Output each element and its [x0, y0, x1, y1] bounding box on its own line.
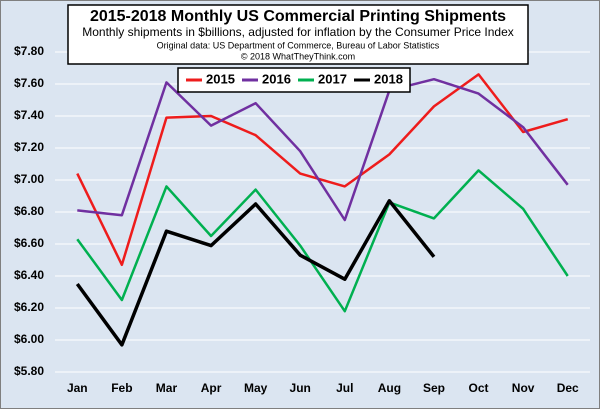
- source: Original data: US Department of Commerce…: [157, 40, 440, 50]
- y-tick-label: $7.40: [14, 108, 44, 122]
- x-tick-label: Nov: [512, 381, 535, 395]
- series-line: [76, 73, 569, 267]
- y-tick-label: $6.00: [14, 332, 44, 346]
- x-tick-label: Sep: [423, 381, 445, 395]
- title-box: [67, 4, 529, 65]
- y-tick-label: $7.00: [14, 172, 44, 186]
- chart-title: 2015-2018 Monthly US Commercial Printing…: [90, 8, 506, 25]
- x-tick-label: Jun: [290, 381, 311, 395]
- x-tick-label: Dec: [557, 381, 579, 395]
- legend-label: 2017: [318, 71, 347, 86]
- copyright: © 2018 WhatTheyThink.com: [241, 51, 355, 61]
- y-tick-label: $5.80: [14, 364, 44, 378]
- x-tick-label: Oct: [469, 381, 489, 395]
- legend-label: 2015: [206, 71, 235, 86]
- legend-label: 2018: [374, 71, 403, 86]
- x-tick-label: Jul: [336, 381, 353, 395]
- x-tick-label: Aug: [378, 381, 401, 395]
- x-tick-label: Feb: [111, 381, 132, 395]
- series-line: [77, 77, 569, 222]
- legend-label: 2016: [262, 71, 291, 86]
- y-tick-label: $7.20: [14, 140, 44, 154]
- plot: [75, 73, 569, 347]
- x-tick-label: May: [244, 381, 268, 395]
- series-line: [75, 199, 436, 347]
- y-tick-label: $7.60: [14, 76, 44, 90]
- y-tick-label: $6.60: [14, 236, 44, 250]
- y-tick-label: $6.20: [14, 300, 44, 314]
- legend-items: 2015 2016 2017 2018: [186, 71, 403, 86]
- y-tick-label: $7.80: [14, 44, 44, 58]
- x-tick-label: Jan: [67, 381, 88, 395]
- y-tick-label: $6.40: [14, 268, 44, 282]
- x-tick-label: Apr: [201, 381, 222, 395]
- series-line: [76, 169, 569, 313]
- x-tick-label: Mar: [156, 381, 178, 395]
- y-tick-label: $6.80: [14, 204, 44, 218]
- legend: [177, 67, 411, 93]
- subtitle: Monthly shipments in $billions, adjusted…: [82, 25, 514, 39]
